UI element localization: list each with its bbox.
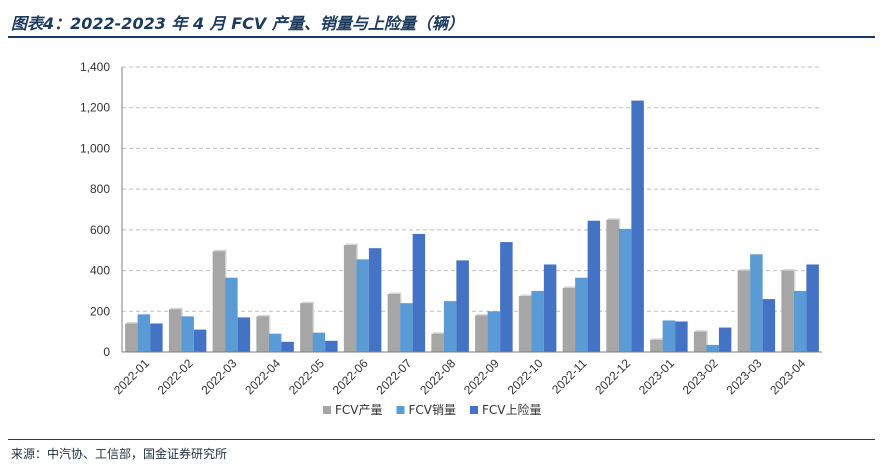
bar [587,220,601,352]
bar [793,290,807,352]
bar [125,323,138,352]
x-tick-label: 2023-04 [767,356,808,397]
x-tick-label: 2023-02 [680,356,721,397]
bar [650,339,663,352]
x-tick-label: 2022-03 [198,356,239,397]
bar [412,233,426,352]
legend-label: FCV销量 [409,403,457,417]
bar [562,287,576,352]
y-tick-label: 200 [90,304,110,318]
gridlines [122,66,822,312]
bar [443,301,457,352]
bar [256,316,269,352]
bar [387,293,401,352]
bar [431,333,444,352]
bar [518,296,532,352]
legend: FCV产量 FCV销量 FCV上险量 [323,402,542,417]
x-tick-label: 2022-09 [461,356,502,397]
bar [193,329,207,352]
x-tick-label: 2023-03 [723,356,764,397]
bar [606,219,619,352]
bar [343,245,357,352]
bar [237,317,251,352]
bar [168,309,182,352]
y-tick-label: 1,200 [80,101,110,115]
y-tick-label: 600 [90,223,110,237]
x-tick-label: 2022-02 [155,356,196,397]
bar [631,100,644,352]
bar [762,299,776,352]
y-axis: 0 200 400 600 800 1,000 1,200 1,400 [80,60,123,359]
y-tick-label: 1,000 [80,141,110,155]
x-tick-label: 2022-06 [330,356,371,397]
x-tick-label: 2022-05 [286,356,327,397]
bar [281,341,294,352]
bar [475,315,488,352]
legend-label: FCV产量 [335,403,383,417]
legend-swatch [323,406,331,414]
bar [400,303,413,352]
bar [543,264,557,352]
bar [137,314,151,352]
bar [487,311,501,352]
y-tick-label: 1,400 [80,60,110,74]
bar [181,316,194,352]
y-tick-label: 0 [103,345,110,359]
bars [125,100,819,352]
x-tick-label: 2022-10 [505,356,546,397]
bar [212,251,226,352]
legend-label: FCV上险量 [482,402,542,417]
x-tick-label: 2022-07 [373,356,414,397]
title-rule [8,36,875,38]
x-tick-label: 2022-11 [549,356,590,397]
bar [356,259,369,352]
x-tick-label: 2022-04 [242,356,283,397]
bar [325,340,338,352]
bar [750,254,763,352]
bar [531,290,544,352]
bar [737,270,751,352]
chart-title: 图表4：2022-2023 年 4 月 FCV 产量、销量与上险量（辆） [11,14,464,33]
bar [781,270,794,352]
bar [618,228,632,352]
x-axis: 2022-01 2022-02 2022-03 2022-04 2022-05 2022-… [111,351,822,397]
bar [456,260,469,352]
source-note: 来源：中汽协、工信部，国金证券研究所 [11,447,228,461]
bar [268,333,282,352]
x-tick-label: 2023-01 [636,356,677,397]
bar [225,277,238,352]
bar [675,321,688,352]
bar [718,327,732,352]
y-tick-label: 400 [90,264,110,278]
bar [706,344,719,352]
legend-swatch [470,406,478,414]
bar [693,331,707,352]
legend-swatch [396,406,405,414]
x-tick-label: 2022-08 [417,356,458,397]
x-tick-label: 2022-01 [111,356,152,397]
bar [662,320,676,352]
bar [575,277,588,352]
bar [300,303,313,352]
bar [312,332,326,352]
y-tick-label: 800 [90,182,110,196]
footer-rule [8,439,875,440]
bar [806,264,819,352]
bar [150,323,163,352]
x-tick-label: 2022-12 [592,356,633,397]
bar [368,248,382,352]
bar [500,242,513,352]
